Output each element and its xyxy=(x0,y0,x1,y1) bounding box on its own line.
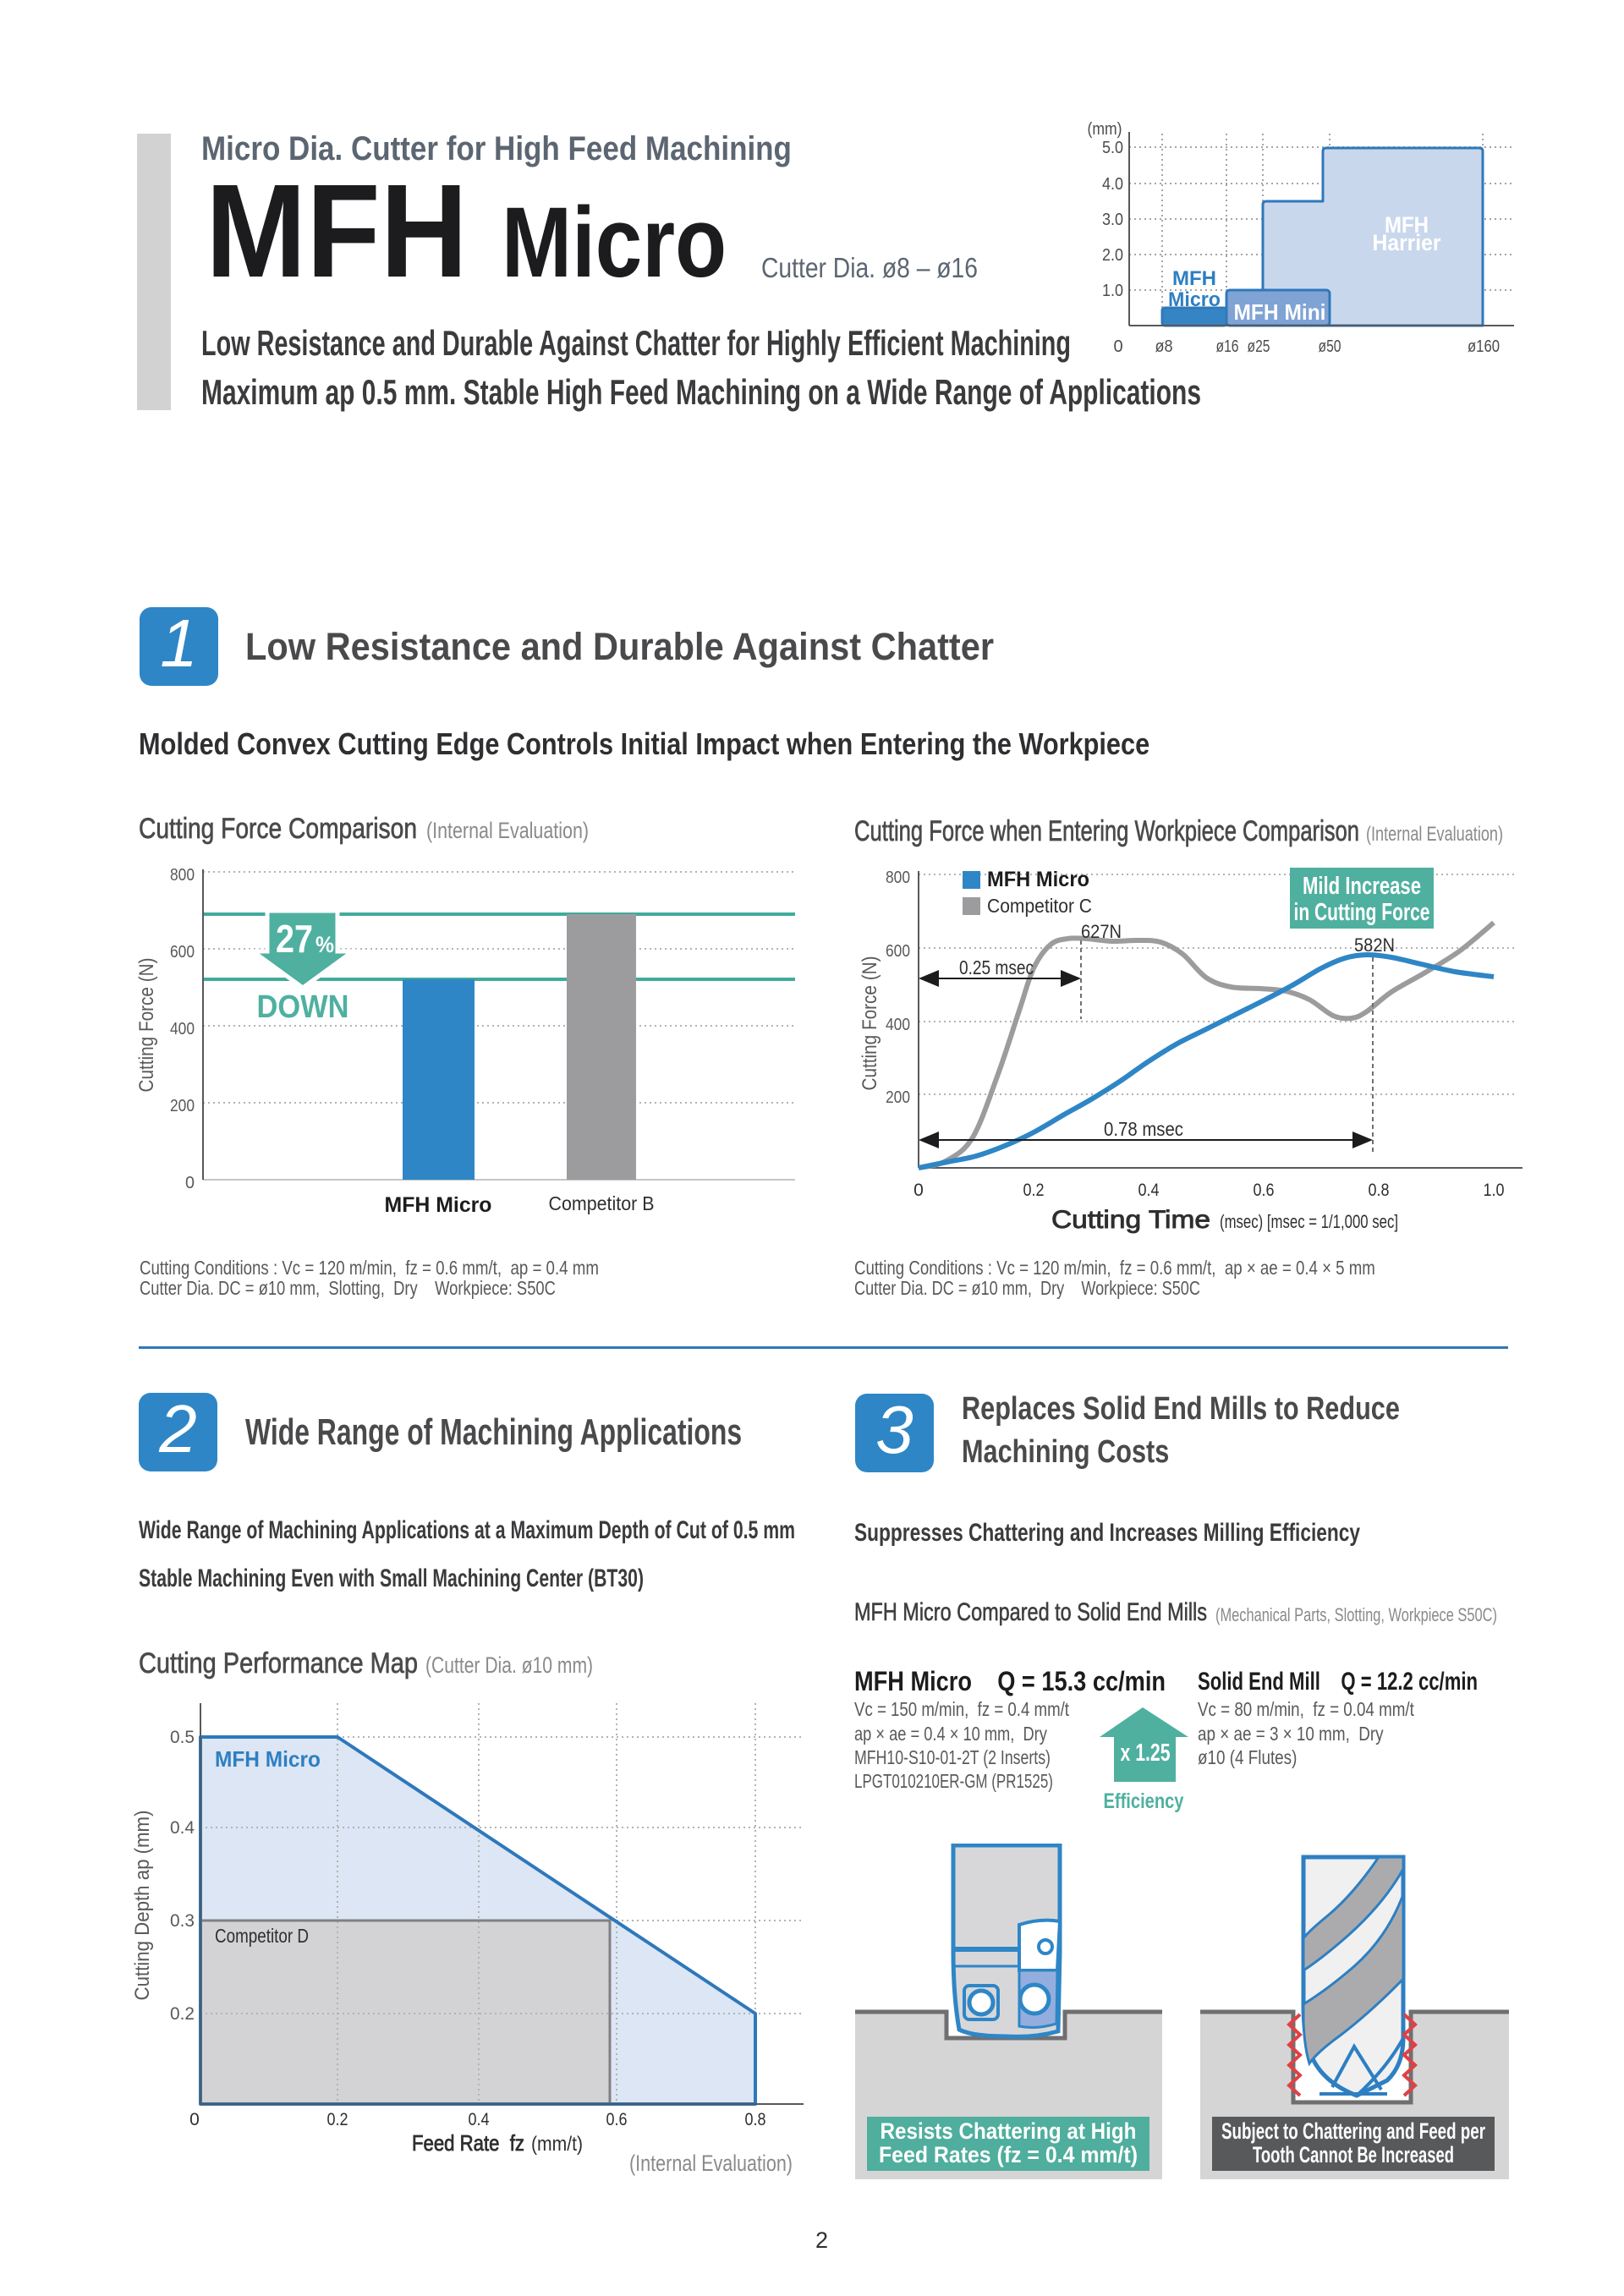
svg-text:0.6: 0.6 xyxy=(1254,1181,1275,1200)
svg-text:400: 400 xyxy=(170,1020,195,1038)
svg-text:ø8: ø8 xyxy=(1155,337,1173,356)
svg-text:Harrier: Harrier xyxy=(1373,230,1441,255)
svg-text:Competitor B: Competitor B xyxy=(549,1192,655,1214)
svg-text:x 1.25: x 1.25 xyxy=(1121,1740,1171,1767)
svg-text:(msec) [msec = 1/1,000 sec]: (msec) [msec = 1/1,000 sec] xyxy=(1220,1211,1398,1232)
svg-text:0.8: 0.8 xyxy=(1369,1181,1390,1200)
svg-text:%: % xyxy=(315,932,334,957)
svg-text:627N: 627N xyxy=(1081,921,1122,942)
svg-text:200: 200 xyxy=(170,1097,195,1115)
svg-text:(mm): (mm) xyxy=(1088,120,1122,139)
svg-text:Cutting Force (N): Cutting Force (N) xyxy=(859,956,881,1091)
svg-text:ø16: ø16 xyxy=(1216,337,1239,356)
svg-text:Cutting Depth ap (mm): Cutting Depth ap (mm) xyxy=(131,1811,154,2001)
svg-text:0: 0 xyxy=(1113,337,1122,356)
svg-text:0: 0 xyxy=(185,1174,195,1192)
svg-text:3.0: 3.0 xyxy=(1102,211,1123,229)
svg-text:0.2: 0.2 xyxy=(1023,1181,1045,1200)
svg-text:Resists Chattering at High: Resists Chattering at High xyxy=(881,2118,1137,2144)
svg-text:0.3: 0.3 xyxy=(170,1911,195,1931)
svg-text:1.0: 1.0 xyxy=(1484,1181,1505,1200)
svg-text:DOWN: DOWN xyxy=(257,989,349,1025)
svg-text:Tooth Cannot Be Increased: Tooth Cannot Be Increased xyxy=(1253,2142,1454,2167)
svg-text:200: 200 xyxy=(886,1088,910,1107)
svg-text:MFH Micro: MFH Micro xyxy=(987,868,1089,891)
svg-text:582N: 582N xyxy=(1354,934,1395,956)
svg-text:0.78 msec: 0.78 msec xyxy=(1104,1118,1183,1140)
svg-text:600: 600 xyxy=(886,942,910,961)
svg-text:600: 600 xyxy=(170,943,195,962)
svg-text:0.6: 0.6 xyxy=(606,2110,628,2129)
svg-text:Cutting Force (N): Cutting Force (N) xyxy=(135,958,158,1093)
svg-text:MFH Mini: MFH Mini xyxy=(1234,299,1326,325)
svg-text:0.25 msec: 0.25 msec xyxy=(959,956,1034,978)
svg-text:1.0: 1.0 xyxy=(1102,282,1123,300)
svg-text:0.4: 0.4 xyxy=(1138,1181,1160,1200)
svg-text:Feed Rates (fz = 0.4 mm/t): Feed Rates (fz = 0.4 mm/t) xyxy=(879,2142,1138,2167)
svg-text:800: 800 xyxy=(170,866,195,885)
svg-text:0.2: 0.2 xyxy=(170,2004,195,2024)
svg-text:0: 0 xyxy=(189,2110,200,2129)
svg-text:0.4: 0.4 xyxy=(469,2110,490,2129)
svg-text:0.5: 0.5 xyxy=(170,1728,195,1747)
svg-text:800: 800 xyxy=(886,869,910,887)
svg-text:27: 27 xyxy=(276,917,313,961)
svg-text:ø50: ø50 xyxy=(1319,337,1341,356)
svg-text:0.2: 0.2 xyxy=(327,2110,348,2129)
svg-text:MFH Micro: MFH Micro xyxy=(385,1193,492,1217)
svg-text:ø25: ø25 xyxy=(1248,337,1270,356)
svg-text:MFH: MFH xyxy=(1172,267,1216,290)
svg-text:Competitor D: Competitor D xyxy=(215,1925,309,1947)
svg-text:MFH Micro: MFH Micro xyxy=(215,1746,321,1772)
svg-text:Cutting Time: Cutting Time xyxy=(1051,1206,1210,1234)
svg-text:Feed Rate fz: Feed Rate fz xyxy=(412,2130,524,2156)
svg-text:2.0: 2.0 xyxy=(1102,246,1123,265)
svg-text:Mild Increase: Mild Increase xyxy=(1303,873,1421,900)
svg-text:Competitor C: Competitor C xyxy=(987,895,1092,917)
svg-text:ø160: ø160 xyxy=(1468,337,1500,356)
svg-text:4.0: 4.0 xyxy=(1102,175,1123,194)
svg-text:Subject to Chattering and Feed: Subject to Chattering and Feed per xyxy=(1221,2118,1485,2144)
svg-text:0.8: 0.8 xyxy=(745,2110,766,2129)
svg-text:Efficiency: Efficiency xyxy=(1104,1789,1184,1813)
svg-text:0: 0 xyxy=(914,1181,924,1200)
svg-text:(mm/t): (mm/t) xyxy=(531,2133,583,2156)
svg-text:(Internal Evaluation): (Internal Evaluation) xyxy=(629,2151,793,2176)
svg-text:5.0: 5.0 xyxy=(1102,139,1123,157)
svg-text:0.4: 0.4 xyxy=(170,1818,195,1838)
svg-text:400: 400 xyxy=(886,1016,910,1034)
svg-text:in Cutting Force: in Cutting Force xyxy=(1294,899,1430,926)
svg-text:Micro: Micro xyxy=(1168,288,1221,311)
svg-text:MFH: MFH xyxy=(1385,212,1429,238)
